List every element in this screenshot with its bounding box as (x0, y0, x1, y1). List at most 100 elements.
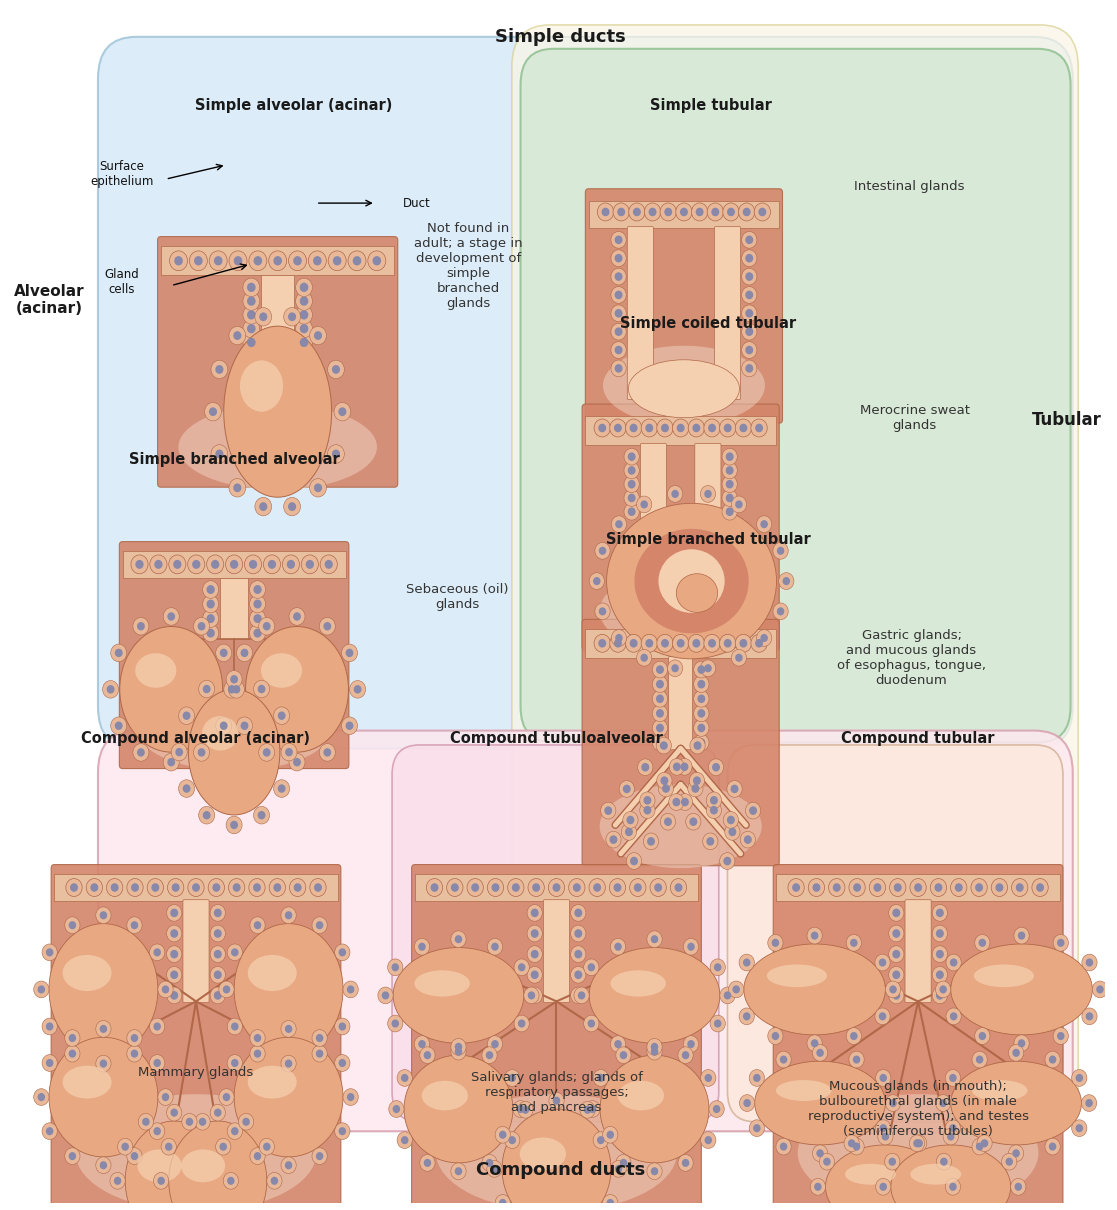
Circle shape (250, 1030, 265, 1047)
Circle shape (812, 1039, 818, 1047)
Circle shape (117, 1206, 133, 1210)
Circle shape (169, 555, 185, 574)
Circle shape (150, 1123, 165, 1140)
Circle shape (615, 520, 622, 528)
Circle shape (746, 346, 753, 353)
Circle shape (722, 503, 737, 520)
Circle shape (316, 1153, 323, 1159)
Circle shape (214, 930, 221, 937)
Circle shape (188, 878, 204, 897)
Circle shape (233, 332, 240, 339)
Circle shape (610, 634, 627, 652)
Circle shape (756, 629, 772, 646)
Circle shape (976, 885, 982, 891)
Circle shape (626, 419, 642, 437)
Circle shape (227, 1018, 242, 1035)
Ellipse shape (76, 1094, 316, 1210)
Circle shape (264, 623, 270, 629)
Circle shape (650, 878, 667, 897)
Circle shape (688, 944, 694, 950)
Circle shape (132, 885, 139, 891)
Circle shape (744, 208, 750, 215)
Circle shape (66, 878, 83, 897)
Circle shape (553, 1097, 560, 1104)
Circle shape (955, 885, 962, 891)
Circle shape (150, 555, 166, 574)
Circle shape (876, 1070, 891, 1087)
Circle shape (518, 1020, 525, 1027)
Circle shape (715, 1020, 720, 1027)
Circle shape (150, 944, 165, 961)
Circle shape (684, 938, 698, 955)
Circle shape (698, 739, 705, 747)
Circle shape (335, 1055, 350, 1071)
Circle shape (47, 949, 52, 956)
Circle shape (847, 1027, 861, 1044)
Circle shape (527, 926, 543, 941)
Circle shape (624, 462, 639, 479)
Circle shape (231, 1024, 238, 1030)
Ellipse shape (135, 653, 176, 687)
Circle shape (1053, 934, 1068, 951)
Circle shape (419, 944, 426, 950)
Circle shape (728, 981, 744, 998)
Circle shape (684, 1036, 698, 1053)
Circle shape (155, 560, 162, 569)
Circle shape (773, 603, 789, 620)
Circle shape (682, 1159, 688, 1166)
Circle shape (137, 623, 144, 629)
Circle shape (281, 1020, 296, 1037)
Circle shape (157, 981, 173, 998)
Circle shape (630, 878, 646, 897)
Circle shape (343, 1089, 359, 1106)
Circle shape (750, 1070, 764, 1087)
Circle shape (207, 555, 223, 574)
Circle shape (96, 908, 111, 923)
Circle shape (309, 479, 326, 497)
Circle shape (641, 634, 658, 652)
Circle shape (34, 981, 49, 998)
Circle shape (168, 878, 184, 897)
Circle shape (710, 807, 717, 814)
Circle shape (593, 1131, 609, 1148)
Circle shape (885, 1204, 900, 1210)
Circle shape (620, 1051, 627, 1059)
Text: Not found in
adult; a stage in
development of
simple
branched
glands: Not found in adult; a stage in developme… (414, 223, 523, 310)
Circle shape (892, 930, 899, 937)
Circle shape (427, 878, 442, 897)
Circle shape (1087, 1013, 1092, 1020)
Circle shape (819, 1204, 834, 1210)
Circle shape (657, 634, 674, 652)
Circle shape (595, 542, 610, 559)
Circle shape (975, 934, 990, 951)
Ellipse shape (951, 1061, 1081, 1145)
Circle shape (112, 885, 118, 891)
Circle shape (162, 1094, 169, 1100)
Circle shape (393, 1106, 400, 1112)
Circle shape (229, 479, 246, 497)
Text: Simple branched tubular: Simple branched tubular (605, 531, 810, 547)
Circle shape (722, 449, 737, 465)
Circle shape (669, 794, 684, 811)
Circle shape (182, 1113, 197, 1130)
Circle shape (245, 555, 261, 574)
Circle shape (649, 208, 656, 215)
Circle shape (602, 208, 609, 215)
Circle shape (880, 1074, 886, 1082)
Text: Mucous glands (in mouth);
bulbourethral glands (in male
reproductive system); an: Mucous glands (in mouth); bulbourethral … (808, 1079, 1029, 1137)
Circle shape (216, 644, 231, 662)
Circle shape (571, 946, 586, 962)
Circle shape (812, 932, 818, 939)
Circle shape (70, 885, 77, 891)
Circle shape (211, 361, 228, 379)
Circle shape (941, 1209, 947, 1210)
Text: Gland
cells: Gland cells (105, 269, 140, 296)
Circle shape (674, 799, 679, 806)
Circle shape (319, 617, 335, 635)
Circle shape (660, 813, 676, 830)
Circle shape (810, 1179, 825, 1195)
Circle shape (231, 949, 238, 956)
Circle shape (288, 313, 295, 321)
Circle shape (723, 812, 738, 829)
Circle shape (615, 1047, 631, 1064)
